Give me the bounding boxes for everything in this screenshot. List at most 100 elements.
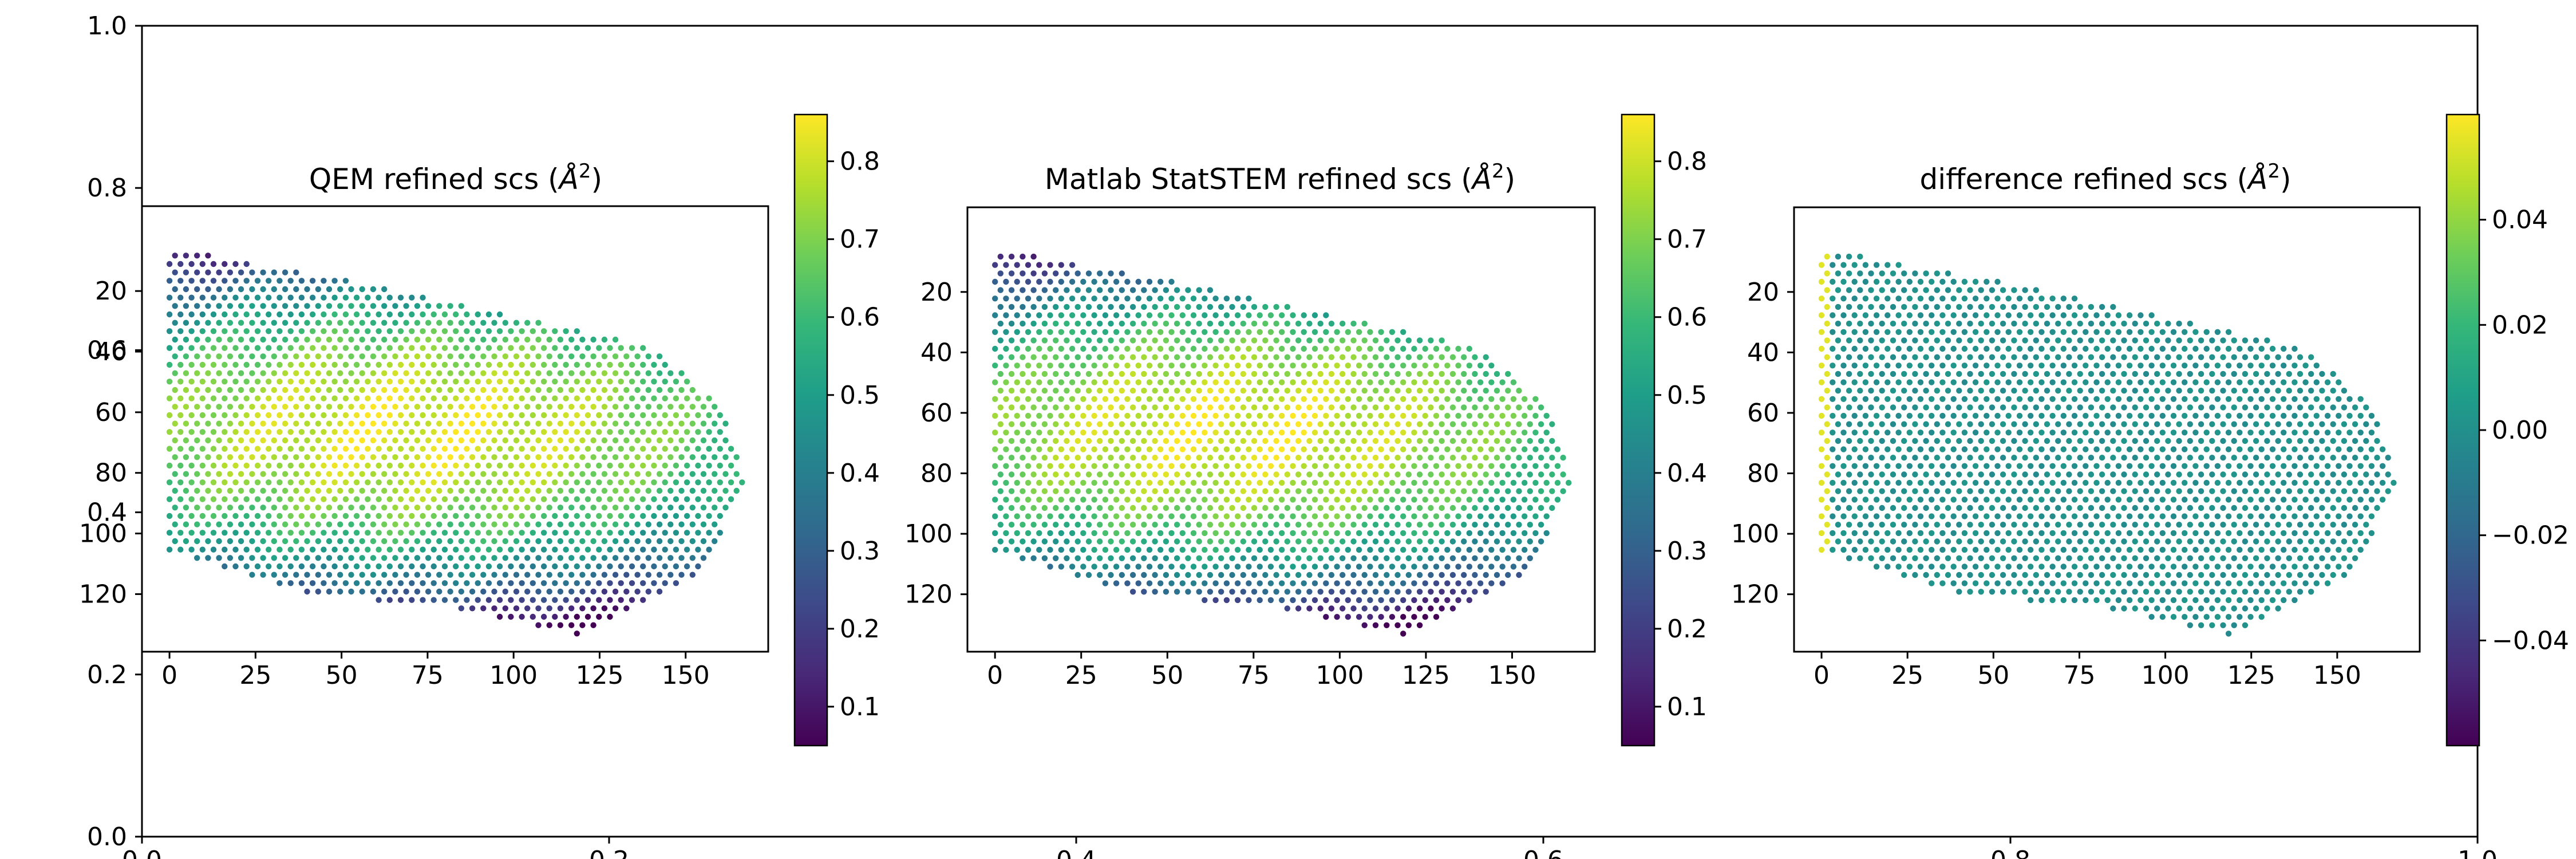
scatter-point [1074, 270, 1081, 277]
colorbar-tick-label: 0.8 [840, 147, 880, 176]
scatter-point [447, 471, 453, 477]
scatter-point [1202, 564, 1208, 570]
scatter-point [992, 312, 998, 318]
scatter-point [425, 521, 432, 527]
scatter-point [2225, 479, 2232, 486]
scatter-point [535, 454, 542, 460]
scatter-point [1449, 572, 1456, 578]
scatter-point [557, 521, 564, 527]
scatter-point [1449, 538, 1456, 545]
scatter-point [2060, 513, 2067, 519]
scatter-point [2182, 379, 2188, 385]
scatter-point [2170, 329, 2177, 335]
scatter-point [1510, 430, 1517, 436]
scatter-point [2110, 421, 2116, 427]
scatter-point [2126, 396, 2133, 402]
scatter-point [254, 379, 261, 385]
scatter-point [1433, 513, 1440, 519]
scatter-point [183, 303, 189, 309]
scatter-point [1069, 379, 1076, 385]
scatter-point [519, 361, 525, 368]
scatter-point [1196, 589, 1202, 595]
scatter-point [216, 336, 222, 343]
scatter-point [997, 505, 1004, 511]
scatter-point [321, 328, 327, 334]
colorbar-tick-label: 0.7 [840, 225, 880, 254]
scatter-point [1411, 479, 1417, 486]
scatter-point [491, 572, 497, 578]
scatter-point [1455, 463, 1461, 469]
scatter-point [496, 613, 503, 620]
scatter-point [1549, 455, 1555, 461]
scatter-point [1372, 589, 1379, 595]
scatter-point [1212, 312, 1219, 318]
scatter-point [183, 253, 189, 259]
scatter-point [607, 496, 613, 502]
scatter-point [1091, 463, 1097, 469]
scatter-point [353, 328, 360, 334]
scatter-point [1074, 555, 1081, 561]
scatter-point [2242, 371, 2249, 377]
scatter-point [210, 412, 217, 419]
scatter-point [2138, 412, 2144, 419]
scatter-point [1047, 564, 1053, 570]
scatter-point [1163, 337, 1170, 344]
scatter-point [1295, 505, 1302, 511]
scatter-point [1461, 438, 1467, 444]
scatter-point [1400, 513, 1406, 519]
scatter-point [706, 546, 712, 553]
scatter-point [1306, 320, 1313, 327]
scatter-point [557, 471, 564, 477]
scatter-point [2005, 379, 2012, 385]
scatter-point [1174, 572, 1180, 578]
scatter-point [2066, 455, 2072, 461]
scatter-point [2044, 404, 2050, 411]
scatter-point [1030, 337, 1037, 344]
scatter-point [1989, 421, 1996, 427]
scatter-point [1824, 404, 1830, 411]
scatter-point [2297, 421, 2304, 427]
scatter-point [1483, 438, 1489, 444]
scatter-point [1411, 513, 1417, 519]
x-tick-label: 125 [575, 661, 623, 690]
scatter-point [1961, 379, 1968, 385]
scatter-point [1857, 471, 1863, 478]
scatter-point [376, 462, 382, 469]
scatter-point [2308, 488, 2314, 494]
scatter-point [1119, 304, 1125, 310]
scatter-point [222, 496, 228, 502]
scatter-point [260, 521, 266, 527]
scatter-point [695, 546, 701, 553]
scatter-point [618, 496, 624, 502]
scatter-point [584, 563, 591, 570]
scatter-point [1818, 412, 1825, 419]
scatter-point [1532, 530, 1539, 537]
scatter-point [513, 420, 520, 427]
scatter-point [1890, 287, 1897, 293]
scatter-point [1361, 337, 1368, 344]
scatter-point [700, 487, 707, 494]
scatter-point [1895, 362, 1902, 369]
scatter-point [2011, 505, 2017, 511]
scatter-point [222, 361, 228, 368]
scatter-point [397, 462, 404, 469]
scatter-point [563, 429, 569, 435]
scatter-point [194, 505, 200, 511]
scatter-point [376, 580, 382, 586]
scatter-point [2214, 362, 2221, 369]
scatter-point [530, 412, 536, 419]
scatter-point [2083, 430, 2089, 436]
scatter-point [199, 530, 206, 536]
scatter-point [1207, 455, 1214, 461]
scatter-point [420, 412, 426, 419]
scatter-point [370, 505, 377, 511]
scatter-point [1994, 312, 2001, 318]
scatter-point [640, 546, 646, 553]
scatter-point [1917, 430, 1924, 436]
scatter-point [1290, 312, 1296, 318]
scatter-point [1466, 580, 1472, 586]
scatter-point [563, 613, 569, 620]
scatter-point [1229, 304, 1235, 310]
scatter-point [645, 471, 652, 477]
scatter-point [337, 572, 343, 578]
